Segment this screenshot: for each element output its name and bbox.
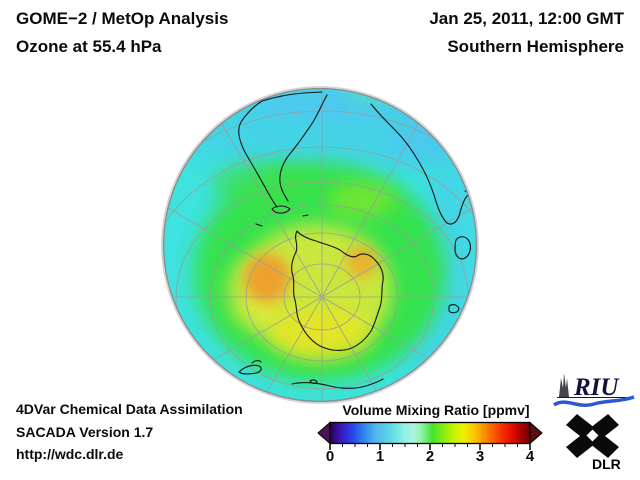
colorbar-tick-label-2: 2 xyxy=(425,448,435,465)
coast-island-bottom-left xyxy=(238,364,262,375)
coast-islet-right xyxy=(448,304,460,314)
riu-logo: RIU xyxy=(553,373,635,407)
analysis-datetime: Jan 25, 2011, 12:00 GMT xyxy=(429,9,624,28)
coastlines xyxy=(238,91,473,389)
riu-logo-text: RIU xyxy=(573,374,620,401)
coast-antarctica xyxy=(291,230,384,351)
coast-africa xyxy=(370,103,471,225)
colorbar-tick-label-4: 4 xyxy=(525,448,535,465)
assimilation-method: 4DVar Chemical Data Assimilation xyxy=(16,401,243,417)
coast-south-america-east xyxy=(279,94,328,202)
globe-limb-outer xyxy=(161,86,479,404)
coast-small-islands-atlantic xyxy=(255,214,309,227)
globe-interior xyxy=(164,89,476,401)
dlr-logo: DLR xyxy=(566,414,621,472)
coast-islet-bottom-left xyxy=(251,360,262,364)
colorbar xyxy=(317,421,543,450)
colorbar-tick-label-0: 0 xyxy=(325,448,335,465)
hemisphere-label: Southern Hemisphere xyxy=(447,37,624,56)
coast-south-america-west xyxy=(238,100,278,208)
coast-south-america-north xyxy=(261,91,323,102)
software-version: SACADA Version 1.7 xyxy=(16,424,154,440)
cathedral-icon xyxy=(559,373,569,397)
colorbar-right-arrow xyxy=(529,421,543,445)
colorbar-title: Volume Mixing Ratio [ppmv] xyxy=(342,402,530,418)
product-title: GOME−2 / MetOp Analysis xyxy=(16,9,229,28)
coast-madagascar xyxy=(454,236,471,260)
colorbar-tick-label-3: 3 xyxy=(475,448,485,465)
globe-limb xyxy=(162,87,478,403)
pressure-level: Ozone at 55.4 hPa xyxy=(16,37,162,56)
colorbar-left-arrow xyxy=(317,421,331,445)
dlr-center-diamond xyxy=(586,429,599,442)
data-center-url: http://wdc.dlr.de xyxy=(16,446,124,462)
dlr-logo-text: DLR xyxy=(592,456,621,472)
colorbar-gradient xyxy=(329,421,531,445)
colorbar-tick-label-1: 1 xyxy=(375,448,385,465)
colorbar-ticks xyxy=(329,443,531,450)
river-wave-icon xyxy=(553,395,635,407)
coast-islet-bottom xyxy=(309,379,318,384)
coast-tierra-del-fuego xyxy=(271,205,291,214)
